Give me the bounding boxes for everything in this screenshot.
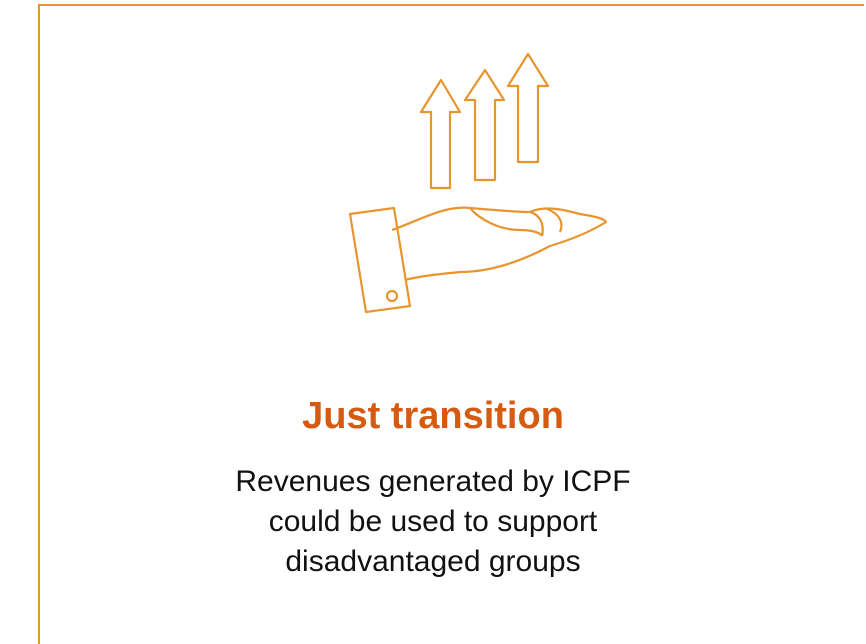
card bbox=[38, 4, 864, 644]
body-line: disadvantaged groups bbox=[285, 545, 581, 578]
body-line: could be used to support bbox=[268, 505, 598, 538]
card-body: Revenues generated by ICPF could be used… bbox=[0, 462, 866, 582]
body-line: Revenues generated by ICPF bbox=[235, 465, 631, 498]
hand-arrows-icon bbox=[348, 52, 608, 314]
card-title: Just transition bbox=[302, 395, 564, 437]
